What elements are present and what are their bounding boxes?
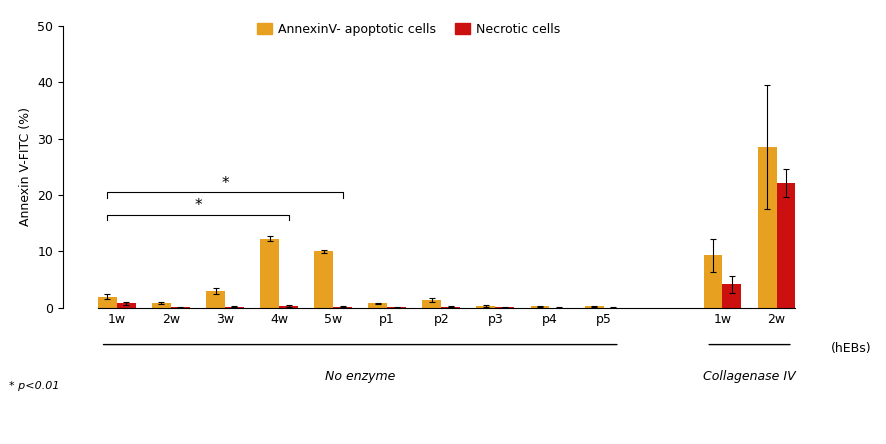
Text: *: * (194, 198, 202, 213)
Bar (531, 306, 549, 308)
Bar (225, 307, 244, 308)
Bar (722, 284, 742, 308)
Bar (171, 307, 190, 308)
Bar (387, 307, 406, 308)
Bar (423, 300, 441, 308)
Bar (495, 307, 514, 308)
Y-axis label: Annexin V-FITC (%): Annexin V-FITC (%) (19, 107, 32, 226)
Bar (585, 306, 603, 308)
Text: (hEBs): (hEBs) (830, 342, 871, 355)
Text: *: * (222, 175, 229, 190)
Text: * p<0.01: * p<0.01 (10, 381, 60, 391)
Bar (776, 182, 796, 308)
Bar (758, 147, 776, 308)
Legend: AnnexinV- apoptotic cells, Necrotic cells: AnnexinV- apoptotic cells, Necrotic cell… (252, 18, 565, 41)
Bar (369, 303, 387, 308)
Bar (441, 307, 460, 308)
Bar (260, 238, 279, 308)
Text: Collagenase IV: Collagenase IV (703, 370, 796, 383)
Bar (279, 306, 298, 308)
Bar (703, 255, 722, 308)
Text: No enzyme: No enzyme (325, 370, 395, 383)
Bar (117, 303, 136, 308)
Bar (333, 307, 352, 308)
Bar (98, 297, 117, 308)
Bar (315, 251, 333, 308)
Bar (206, 291, 225, 308)
Bar (477, 305, 495, 308)
Bar (152, 303, 171, 308)
